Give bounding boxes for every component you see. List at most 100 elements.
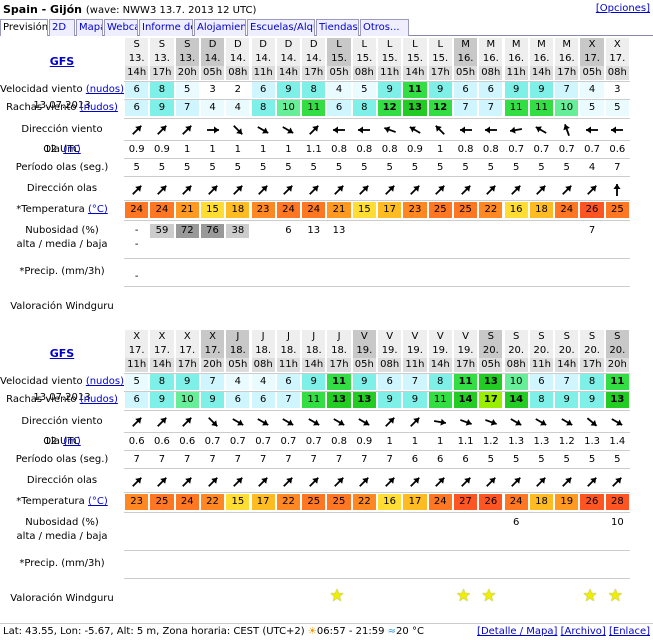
wave-dir-cell (378, 182, 401, 198)
wave-unit-link[interactable]: (m) (63, 144, 81, 155)
options-link[interactable]: [Opciones] (595, 3, 650, 14)
cloud-high-cell (479, 224, 502, 238)
wave-period-cell: 5 (512, 454, 520, 465)
cloud-high-cell (327, 516, 350, 530)
cloud-high-cell: 7 (580, 224, 604, 238)
wind-gust-cell: 9 (150, 100, 174, 116)
wind-dir-cell (378, 414, 401, 430)
tab-2d[interactable]: 2D (49, 19, 75, 36)
temp-unit-link[interactable]: (°C) (87, 204, 108, 215)
units-link[interactable]: (nudos) (79, 102, 118, 113)
cloud-high-cell: 76 (200, 224, 225, 238)
wind-gust-cell: 9 (378, 392, 402, 408)
wind-speed-cell: 6 (251, 82, 275, 98)
wave-height-cell: 1.3 (508, 436, 525, 447)
cloud-label: Nubosidad (%) alta / media / baja (0, 224, 124, 254)
date-cell: 14. (302, 52, 326, 66)
wave-period-cell: 5 (335, 162, 343, 173)
model-date: 13.07.2013 (33, 392, 91, 403)
tab-mapa[interactable]: Mapa (76, 19, 103, 36)
wind-dir-cell (580, 414, 603, 430)
hour-cell: 11h (529, 358, 554, 372)
date-cell: 17. (605, 52, 629, 66)
wave-arrow-icon (131, 185, 142, 195)
wave-arrow-icon (613, 184, 621, 196)
wave-dir-cell (378, 474, 401, 490)
tab-alojamiento[interactable]: Alojamiento (194, 19, 246, 36)
model-link[interactable]: GFS (49, 347, 75, 360)
wind-arrow-icon (131, 417, 142, 427)
tab-previsi-n[interactable]: Previsión (0, 19, 48, 36)
date-cell: 15. (428, 52, 452, 66)
hour-cell: 14h (150, 358, 174, 372)
wave-dir-cell (277, 182, 300, 198)
wind-dir-cell (252, 414, 275, 430)
day-cell: M (479, 38, 503, 52)
cloud-mid-cell (327, 238, 350, 252)
model-link[interactable]: GFS (49, 55, 75, 68)
wind-dir-cell (353, 122, 376, 138)
hour-cell: 17h (150, 66, 174, 80)
wind-dir-cell (403, 122, 426, 138)
hour-cell: 20h (200, 358, 225, 372)
wind-dir-cell (125, 414, 148, 430)
wind-speed-cell: 9 (378, 82, 402, 98)
wave-height-cell: 0.7 (533, 144, 550, 155)
cloud-high-cell (302, 516, 325, 530)
wave-arrow-icon (232, 185, 243, 195)
wind-arrow-icon (282, 418, 295, 426)
precip-cell (277, 270, 300, 284)
row-separator (124, 512, 630, 513)
wave-arrow-icon (511, 185, 522, 195)
day-cell: S (150, 38, 174, 52)
hour-cell: 17h (175, 358, 199, 372)
detail-map-link[interactable]: [Detalle / Mapa] (477, 626, 558, 637)
wave-arrow-icon (435, 477, 446, 487)
cloud-high-cell (277, 516, 300, 530)
wind-dir-cell (429, 414, 452, 430)
hour-cell: 17h (302, 66, 326, 80)
temperature-cell: 15 (226, 494, 250, 510)
tab-webcams[interactable]: Webcams (104, 19, 138, 36)
embed-link[interactable]: [Enlace] (608, 626, 650, 637)
day-cell: V (378, 330, 402, 344)
units-link[interactable]: (nudos) (79, 394, 118, 405)
hour-cell: 14h (276, 66, 301, 80)
day-cell: M (529, 38, 554, 52)
tab-tiendas[interactable]: Tiendas (316, 19, 359, 36)
wave-arrow-icon (283, 477, 294, 487)
wave-unit-link[interactable]: (m) (63, 436, 81, 447)
precip-cell (327, 270, 350, 284)
row-separator (124, 391, 630, 392)
wind-dir-cell (429, 122, 452, 138)
day-cell: V (428, 330, 452, 344)
units-link[interactable]: (nudos) (85, 376, 124, 387)
hour-cell: 08h (251, 358, 275, 372)
wind-dir-cell (454, 414, 477, 430)
date-cell: 17. (125, 344, 149, 358)
wind-arrow-icon (282, 126, 295, 134)
temp-unit-link[interactable]: (°C) (87, 496, 108, 507)
wave-period-cell: 5 (487, 454, 495, 465)
date-cell: 18. (251, 344, 275, 358)
archive-link[interactable]: [Archivo] (560, 626, 606, 637)
wind-speed-cell: 5 (352, 82, 376, 98)
wind-dir-cell (403, 414, 426, 430)
wave-period-cell: 7 (209, 454, 216, 465)
cloud-mid-cell (606, 238, 629, 252)
date-cell: 19. (428, 344, 452, 358)
wind-dir-cell (479, 122, 502, 138)
wind-dir-cell (125, 122, 148, 138)
tab-informe-de-viento[interactable]: Informe de viento (139, 19, 193, 36)
wind-gust-cell: 4 (226, 100, 250, 116)
precip-cell (378, 270, 401, 284)
cloud-mid-cell (429, 238, 452, 252)
units-link[interactable]: (nudos) (85, 84, 124, 95)
temperature-cell: 24 (276, 202, 301, 218)
wind-dir-cell (201, 414, 224, 430)
tab-escuelas-alquileres[interactable]: Escuelas/Alquileres (247, 19, 315, 36)
wind-dir-cell (606, 414, 629, 430)
hour-cell: 14h (403, 66, 427, 80)
cloud-high-cell (454, 224, 477, 238)
tab-otros-[interactable]: Otros... (360, 19, 409, 36)
